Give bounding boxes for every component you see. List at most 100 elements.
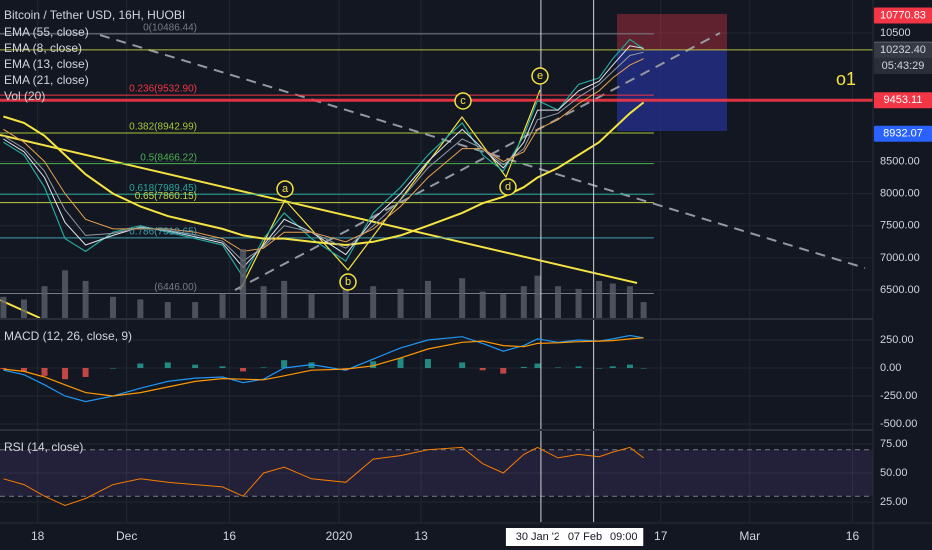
bar — [479, 291, 486, 318]
bar — [164, 302, 171, 318]
wave-label: b — [345, 276, 351, 288]
y-tick-label: 0.00 — [880, 362, 901, 374]
bar — [575, 366, 582, 369]
rsi-band — [0, 449, 873, 497]
bar — [609, 283, 616, 318]
price-tag — [874, 125, 932, 142]
x-tick-label: 2020 — [326, 529, 353, 543]
bar — [192, 364, 199, 369]
series-line — [3, 51, 644, 262]
bar — [342, 275, 349, 318]
bar — [424, 359, 431, 369]
date-tag-label: 09:00 — [610, 531, 638, 543]
dashed-trendline — [234, 32, 721, 291]
bar — [219, 366, 226, 369]
price-tag-label: 9453.11 — [884, 94, 923, 106]
legend-entry: EMA (21, close) — [4, 73, 89, 87]
bar — [397, 357, 404, 369]
bar — [308, 294, 315, 318]
bar — [137, 363, 144, 369]
bar — [555, 286, 562, 318]
fib-label: 0(10486.44) — [143, 22, 197, 33]
price-tag-label: 8932.07 — [883, 128, 923, 140]
series-line — [3, 45, 644, 269]
x-tick-label: Mar — [739, 529, 760, 543]
annotation: o1 — [836, 69, 856, 89]
series-line — [3, 58, 644, 252]
date-tag — [604, 528, 644, 546]
bar — [82, 368, 89, 377]
bar — [41, 286, 48, 318]
x-tick-label: 16 — [223, 529, 237, 543]
series-line — [3, 337, 644, 397]
bar — [534, 275, 541, 318]
bar — [164, 362, 171, 369]
bar — [640, 302, 647, 318]
series-line — [3, 101, 645, 247]
legend-entry: EMA (13, close) — [4, 57, 89, 71]
wave-zigzag — [239, 89, 541, 291]
position-stop — [617, 14, 727, 50]
legend-entry: EMA (8, close) — [4, 41, 82, 55]
wave-circle — [499, 178, 517, 196]
bar — [281, 280, 288, 318]
x-tick-label: Dec — [116, 529, 137, 543]
bar — [137, 299, 144, 318]
bar — [20, 368, 27, 372]
bar — [640, 368, 647, 369]
bar — [0, 296, 7, 318]
y-tick-label: 7500.00 — [880, 220, 920, 232]
x-tick-label: 18 — [31, 529, 45, 543]
bar — [281, 360, 288, 369]
bar — [626, 286, 633, 318]
pane-title: MACD (12, 26, close, 9) — [4, 329, 132, 343]
bar — [534, 363, 541, 369]
y-tick-label: -500.00 — [880, 418, 917, 430]
bar — [240, 249, 247, 318]
trendline — [0, 134, 638, 284]
bar — [109, 368, 116, 369]
trendline — [0, 299, 41, 319]
wave-label: a — [282, 183, 289, 195]
price-tag — [874, 92, 932, 109]
y-tick-label: 7000.00 — [880, 252, 920, 264]
series-line — [3, 446, 644, 507]
x-tick-label: 13 — [414, 529, 428, 543]
fib-label: 0.5(8466.22) — [140, 152, 197, 163]
bar — [41, 368, 48, 376]
legend-entry: Vol (20) — [4, 89, 45, 103]
bar — [575, 288, 582, 318]
bar — [370, 361, 377, 369]
y-tick-label: 8000.00 — [880, 188, 920, 200]
bar — [555, 367, 562, 369]
y-tick-label: 250.00 — [880, 334, 914, 346]
bar — [219, 294, 226, 318]
bar — [459, 362, 466, 369]
fib-label: 0.382(8942.99) — [129, 122, 197, 133]
date-tag-label: 30 Jan '20 — [516, 531, 566, 543]
bar — [260, 367, 267, 369]
bar — [479, 368, 486, 371]
y-tick-label: 6500.00 — [880, 284, 920, 296]
fib-label: (6446.00) — [154, 282, 197, 293]
price-tag — [874, 42, 932, 59]
wave-label: d — [505, 181, 511, 193]
y-tick-label: 75.00 — [880, 438, 908, 450]
countdown-tag — [874, 57, 932, 74]
bar — [397, 288, 404, 318]
date-tag — [505, 528, 576, 546]
wave-label: e — [537, 70, 543, 82]
fib-label: 0.786(7310.65) — [129, 227, 197, 238]
fib-label: 0.618(7989.45) — [129, 183, 197, 194]
bar — [424, 280, 431, 318]
countdown: 05:43:29 — [882, 60, 925, 72]
wave-circle — [276, 180, 294, 198]
wave-label: c — [460, 95, 466, 107]
bar — [459, 278, 466, 318]
wave-circle — [531, 67, 549, 85]
position-target — [617, 50, 727, 131]
bar — [609, 366, 616, 369]
